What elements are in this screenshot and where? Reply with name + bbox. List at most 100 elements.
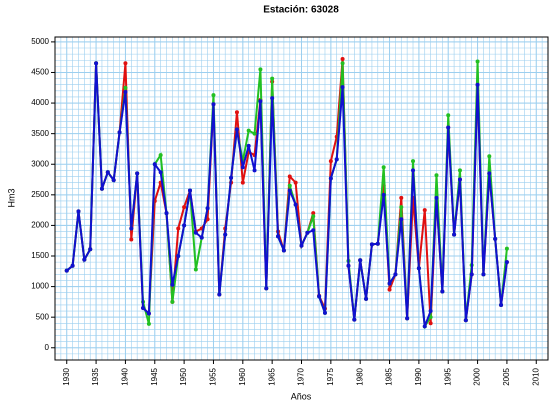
x-tick-label: 1995 [443, 367, 452, 385]
point [88, 247, 93, 252]
point [328, 159, 333, 164]
point [129, 226, 134, 231]
point [358, 258, 363, 263]
point [399, 217, 404, 222]
x-tick-label: 1955 [209, 367, 218, 385]
point [340, 57, 345, 62]
point [393, 272, 398, 277]
point [99, 186, 104, 191]
point [94, 61, 99, 66]
point [193, 230, 198, 235]
point [146, 311, 151, 316]
point [299, 243, 304, 248]
point [428, 309, 433, 314]
chart-title: Estación: 63028 [263, 5, 339, 16]
x-axis-label: Años [291, 391, 312, 401]
point [176, 254, 181, 259]
y-axis-label: Hm3 [6, 188, 16, 207]
x-tick-label: 2010 [531, 367, 540, 385]
point [322, 310, 327, 315]
y-tick-label: 4000 [31, 98, 49, 107]
point [311, 211, 316, 216]
point [182, 205, 187, 210]
point [428, 321, 433, 326]
point [193, 267, 198, 272]
point [105, 170, 110, 175]
point [76, 209, 81, 214]
point [240, 165, 245, 170]
x-tick-label: 1945 [150, 367, 159, 385]
point [504, 246, 509, 251]
point [264, 286, 269, 291]
point [422, 324, 427, 329]
y-tick-label: 3000 [31, 159, 49, 168]
point [252, 168, 257, 173]
point [64, 268, 69, 273]
point [381, 192, 386, 197]
series-line [66, 63, 508, 327]
point [129, 237, 134, 242]
point [258, 99, 263, 104]
x-tick-label: 1975 [326, 367, 335, 385]
point [422, 208, 427, 213]
point [234, 110, 239, 115]
x-tick-label: 1930 [62, 367, 71, 385]
point [158, 153, 163, 158]
point [158, 170, 163, 175]
point [293, 180, 298, 185]
point [399, 205, 404, 210]
point [317, 294, 322, 299]
point [487, 171, 492, 176]
point [141, 306, 146, 311]
point [405, 316, 410, 321]
point [328, 176, 333, 181]
y-tick-label: 4500 [31, 68, 49, 77]
point [493, 236, 498, 241]
point [123, 90, 128, 95]
point [170, 282, 175, 287]
x-tick-label: 1940 [121, 367, 130, 385]
x-tick-label: 1980 [355, 367, 364, 385]
point [434, 195, 439, 200]
y-tick-label: 3500 [31, 129, 49, 138]
point [287, 183, 292, 188]
point [234, 127, 239, 132]
point [217, 292, 222, 297]
point [387, 281, 392, 286]
point [446, 125, 451, 130]
point [446, 113, 451, 118]
point [82, 257, 87, 262]
point [340, 61, 345, 66]
point [411, 168, 416, 173]
point [123, 85, 128, 90]
point [146, 321, 151, 326]
point [457, 177, 462, 182]
x-tick-label: 1990 [414, 367, 423, 385]
point [311, 228, 316, 233]
point [276, 234, 281, 239]
point [334, 157, 339, 162]
y-tick-label: 500 [36, 312, 50, 321]
point [205, 206, 210, 211]
point [152, 162, 157, 167]
point [475, 59, 480, 64]
point [164, 211, 169, 216]
plot-frame [54, 36, 549, 361]
y-tick-label: 1000 [31, 282, 49, 291]
x-tick-label: 2000 [473, 367, 482, 385]
point [135, 171, 140, 176]
point [117, 130, 122, 135]
point [229, 175, 234, 180]
point [111, 178, 116, 183]
x-tick-label: 1970 [297, 367, 306, 385]
point [252, 131, 257, 136]
point [287, 174, 292, 179]
point [211, 102, 216, 107]
point [346, 263, 351, 268]
y-tick-label: 5000 [31, 37, 49, 46]
point [305, 230, 310, 235]
point [504, 260, 509, 265]
point [187, 188, 192, 193]
x-tick-label: 1950 [179, 367, 188, 385]
point [246, 143, 251, 148]
